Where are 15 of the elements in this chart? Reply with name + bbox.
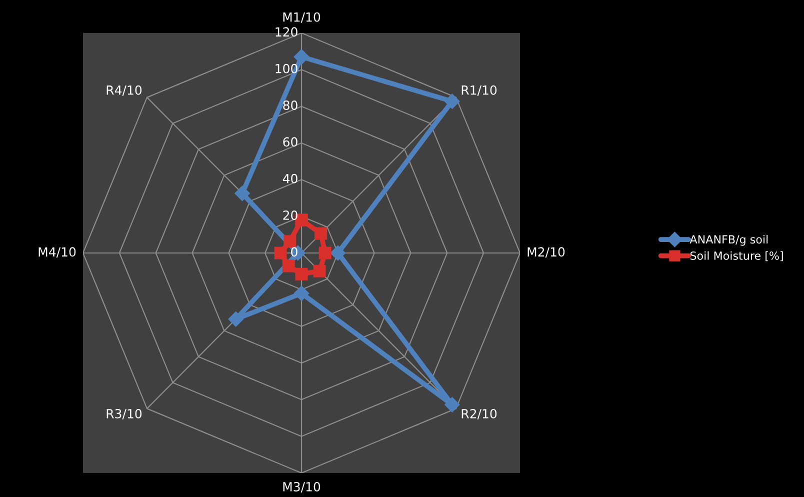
spoke-label: M2/10 [528,247,565,258]
spoke-label: R4/10 [106,85,142,96]
y-tick-label: 40 [282,174,298,184]
spoke-label: R1/10 [462,85,497,96]
spoke-label: R2/10 [462,408,497,420]
legend-label: Soil Moisture [%] [690,251,783,262]
spoke-label: M1/10 [283,12,320,23]
y-tick-label: 120 [276,27,298,37]
y-tick-label: 60 [283,137,298,147]
spoke-label: R3/10 [106,408,142,420]
spoke-label: M4/10 [38,247,76,258]
spoke-label: M3/10 [283,482,320,492]
y-tick-label: 0 [291,247,298,257]
legend-label: ANANFB/g soil [690,234,768,246]
y-tick-label: 80 [283,100,298,110]
